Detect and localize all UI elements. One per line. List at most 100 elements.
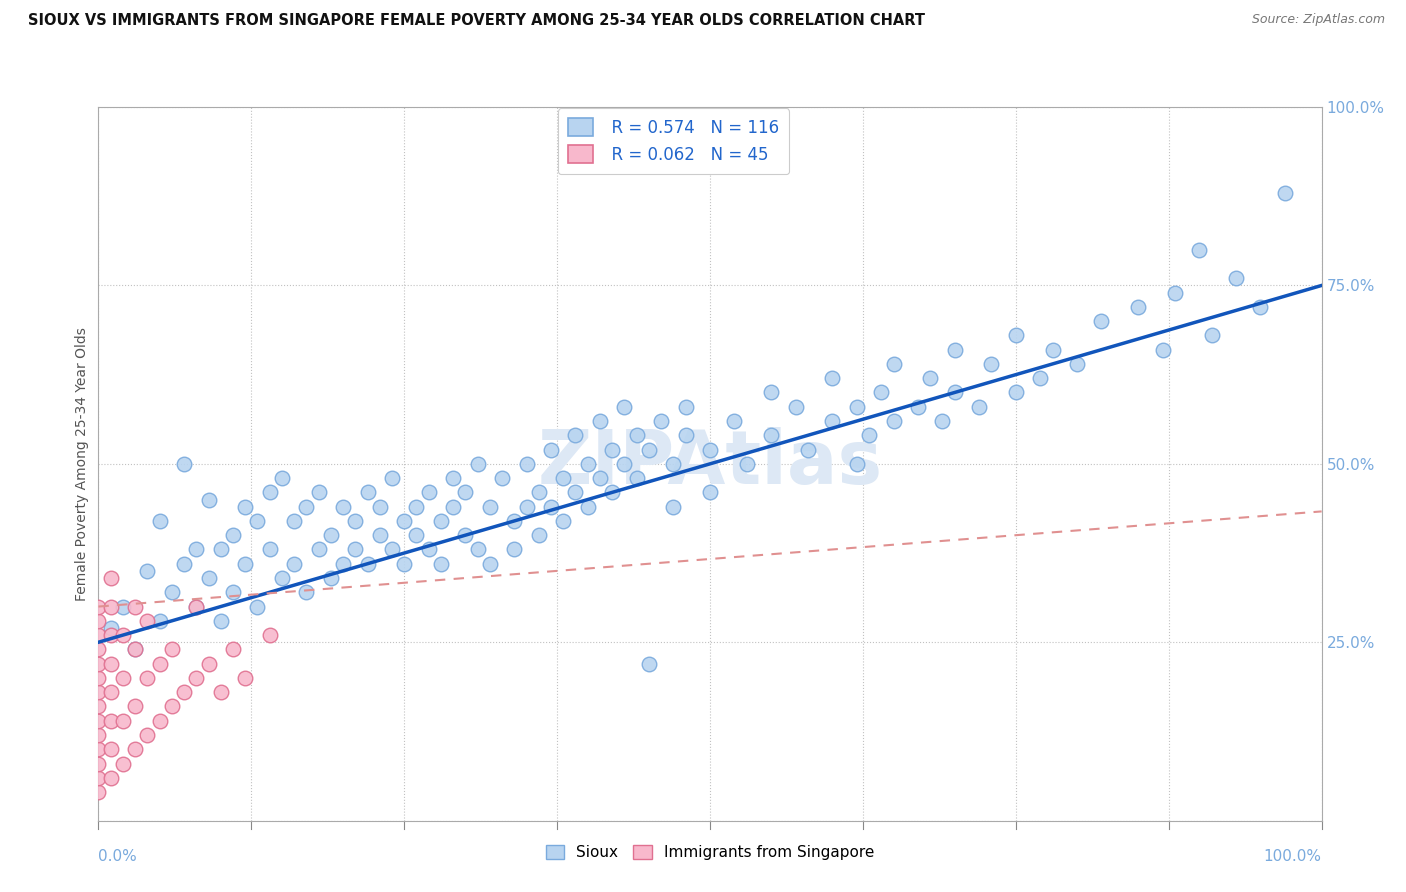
Point	[675, 428, 697, 442]
Point	[100, 714, 122, 728]
Point	[540, 500, 562, 514]
Point	[540, 442, 562, 457]
Point	[197, 492, 219, 507]
Point	[527, 528, 550, 542]
Point	[308, 485, 330, 500]
Point	[209, 685, 232, 699]
Point	[87, 614, 110, 628]
Point	[821, 371, 844, 385]
Point	[638, 657, 661, 671]
Point	[186, 599, 208, 614]
Point	[368, 500, 391, 514]
Point	[197, 571, 219, 585]
Point	[626, 428, 648, 442]
Point	[785, 400, 807, 414]
Point	[319, 571, 342, 585]
Point	[100, 571, 122, 585]
Point	[589, 471, 612, 485]
Point	[515, 500, 537, 514]
Point	[356, 557, 378, 571]
Point	[883, 357, 905, 371]
Point	[295, 500, 318, 514]
Point	[100, 621, 122, 635]
Point	[600, 485, 623, 500]
Point	[589, 414, 612, 428]
Point	[735, 457, 758, 471]
Point	[87, 599, 110, 614]
Point	[332, 500, 354, 514]
Text: 100.0%: 100.0%	[1264, 849, 1322, 864]
Point	[124, 699, 146, 714]
Point	[576, 500, 599, 514]
Point	[197, 657, 219, 671]
Point	[136, 614, 159, 628]
Point	[1128, 300, 1150, 314]
Point	[259, 485, 281, 500]
Point	[270, 571, 294, 585]
Point	[381, 471, 404, 485]
Point	[160, 699, 183, 714]
Point	[246, 599, 269, 614]
Point	[931, 414, 953, 428]
Point	[662, 500, 685, 514]
Point	[160, 642, 183, 657]
Point	[515, 457, 537, 471]
Point	[136, 671, 159, 685]
Point	[381, 542, 404, 557]
Point	[233, 557, 256, 571]
Point	[1042, 343, 1064, 357]
Point	[111, 628, 134, 642]
Point	[1201, 328, 1223, 343]
Point	[405, 500, 427, 514]
Point	[87, 685, 110, 699]
Point	[356, 485, 378, 500]
Text: 0.0%: 0.0%	[98, 849, 138, 864]
Point	[564, 485, 586, 500]
Y-axis label: Female Poverty Among 25-34 Year Olds: Female Poverty Among 25-34 Year Olds	[76, 326, 90, 601]
Point	[441, 500, 464, 514]
Point	[454, 528, 477, 542]
Legend: Sioux, Immigrants from Singapore: Sioux, Immigrants from Singapore	[540, 839, 880, 866]
Point	[723, 414, 745, 428]
Point	[392, 557, 416, 571]
Point	[613, 400, 636, 414]
Point	[761, 385, 783, 400]
Point	[124, 642, 146, 657]
Point	[527, 485, 550, 500]
Point	[100, 628, 122, 642]
Point	[503, 514, 526, 528]
Point	[222, 585, 245, 599]
Point	[430, 557, 453, 571]
Point	[943, 385, 966, 400]
Point	[503, 542, 526, 557]
Point	[699, 485, 721, 500]
Point	[797, 442, 820, 457]
Point	[650, 414, 672, 428]
Point	[392, 514, 416, 528]
Point	[967, 400, 990, 414]
Point	[1029, 371, 1052, 385]
Point	[907, 400, 929, 414]
Point	[943, 343, 966, 357]
Point	[858, 428, 880, 442]
Point	[564, 428, 586, 442]
Point	[1274, 186, 1296, 200]
Point	[613, 457, 636, 471]
Point	[283, 514, 305, 528]
Point	[87, 728, 110, 742]
Point	[478, 500, 501, 514]
Point	[553, 471, 575, 485]
Point	[136, 564, 159, 578]
Point	[467, 457, 489, 471]
Point	[149, 657, 172, 671]
Point	[845, 400, 868, 414]
Point	[100, 599, 122, 614]
Point	[1066, 357, 1088, 371]
Point	[87, 756, 110, 771]
Point	[553, 514, 575, 528]
Point	[430, 514, 453, 528]
Point	[186, 671, 208, 685]
Point	[259, 628, 281, 642]
Point	[441, 471, 464, 485]
Point	[576, 457, 599, 471]
